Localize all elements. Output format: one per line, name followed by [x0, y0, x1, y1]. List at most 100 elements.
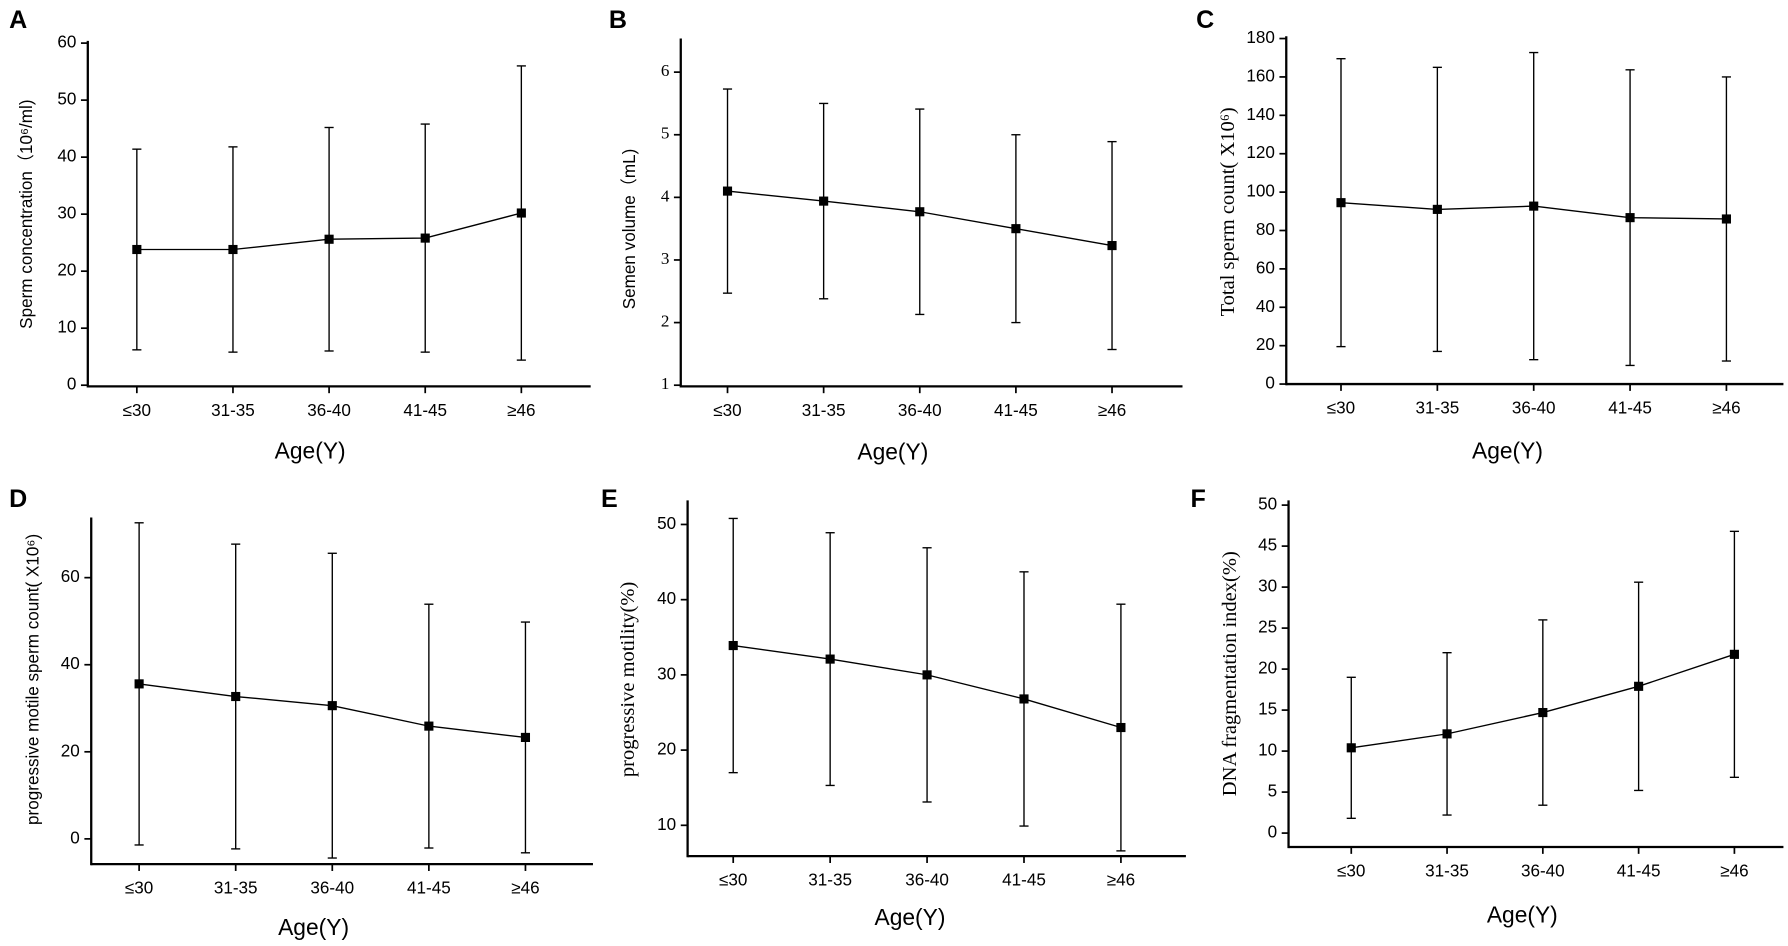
y-tick-label: 5 — [661, 124, 670, 143]
y-tick-label: 0 — [1268, 823, 1278, 842]
panel-letter: B — [609, 6, 627, 34]
y-tick-label: 50 — [1258, 495, 1277, 514]
x-tick-label: 36-40 — [905, 871, 949, 890]
y-tick-label: 120 — [1246, 143, 1275, 162]
marker — [1729, 649, 1739, 659]
y-axis-label: progressive motility(%) — [617, 582, 639, 777]
marker — [228, 244, 238, 255]
x-tick-label: 36-40 — [898, 401, 942, 420]
x-tick-label: ≥46 — [1712, 399, 1740, 418]
marker — [1529, 201, 1539, 211]
y-tick-label: 10 — [657, 815, 676, 834]
y-tick-label: 180 — [1246, 28, 1275, 47]
y-tick-label: 20 — [657, 740, 676, 759]
y-tick-label: 30 — [657, 664, 676, 683]
y-axis-label: progressive motile sperm count( X10⁶) — [24, 534, 43, 825]
x-tick-label: 31-35 — [1415, 399, 1459, 418]
x-tick-label: ≤30 — [125, 879, 153, 898]
y-tick-label: 20 — [1256, 335, 1275, 354]
marker — [1011, 224, 1021, 234]
y-tick-label: 10 — [57, 318, 76, 337]
marker — [324, 234, 334, 244]
y-tick-label: 40 — [1256, 297, 1275, 316]
y-tick-label: 30 — [57, 204, 76, 223]
x-tick-label: ≥46 — [507, 401, 535, 420]
y-tick-label: 6 — [661, 61, 670, 80]
marker — [1442, 729, 1452, 739]
x-axis-label: Age(Y) — [874, 904, 945, 930]
marker — [722, 186, 733, 196]
y-tick-label: 25 — [1258, 618, 1277, 637]
x-axis-label: Age(Y) — [275, 437, 346, 463]
y-tick-label: 50 — [57, 90, 76, 109]
x-tick-label: 41-45 — [1617, 862, 1661, 881]
y-tick-label: 15 — [1258, 700, 1277, 719]
x-tick-label: 31-35 — [1425, 862, 1469, 881]
marker — [1538, 707, 1548, 718]
x-tick-label: ≥46 — [1107, 871, 1135, 890]
marker — [516, 208, 526, 218]
x-axis-label: Age(Y) — [278, 914, 349, 940]
marker — [1721, 214, 1731, 224]
x-tick-label: 31-35 — [808, 871, 852, 890]
y-tick-label: 100 — [1246, 182, 1275, 201]
x-axis-label: Age(Y) — [857, 439, 928, 465]
y-axis-label: Sperm concentration（10⁶/ml) — [17, 99, 36, 328]
y-tick-label: 20 — [61, 741, 80, 760]
y-tick-label: 0 — [1265, 374, 1275, 393]
panel-letter: F — [1190, 485, 1205, 513]
marker — [1019, 694, 1029, 704]
marker — [1336, 198, 1346, 208]
y-tick-label: 20 — [1258, 659, 1277, 678]
x-tick-label: ≤30 — [1337, 862, 1365, 881]
marker — [134, 679, 144, 689]
marker — [1116, 722, 1126, 733]
x-axis-label: Age(Y) — [1472, 437, 1543, 463]
y-tick-label: 0 — [67, 375, 77, 394]
x-tick-label: 36-40 — [310, 879, 354, 898]
y-tick-label: 60 — [1256, 258, 1275, 277]
x-tick-label: ≤30 — [713, 401, 741, 420]
x-tick-label: ≤30 — [123, 401, 151, 420]
marker — [424, 721, 434, 731]
y-tick-label: 20 — [57, 261, 76, 280]
y-tick-label: 5 — [1268, 782, 1278, 801]
y-tick-label: 30 — [1258, 577, 1277, 596]
marker — [922, 670, 932, 680]
marker — [327, 701, 337, 711]
x-tick-label: 41-45 — [403, 401, 447, 420]
marker — [825, 654, 835, 664]
y-tick-label: 40 — [657, 589, 676, 608]
x-tick-label: 36-40 — [1512, 399, 1556, 418]
x-tick-label: ≤30 — [719, 871, 747, 890]
x-tick-label: 41-45 — [1608, 399, 1652, 418]
y-tick-label: 45 — [1258, 536, 1277, 555]
y-tick-label: 60 — [61, 567, 80, 586]
marker — [520, 732, 531, 742]
marker — [1634, 681, 1644, 691]
y-tick-label: 1 — [661, 374, 670, 393]
x-axis-label: Age(Y) — [1487, 902, 1558, 928]
marker — [1432, 204, 1442, 214]
x-tick-label: ≥46 — [1098, 401, 1126, 420]
marker — [420, 233, 430, 243]
x-tick-label: ≥46 — [1720, 862, 1748, 881]
marker — [915, 207, 925, 217]
x-tick-label: 36-40 — [307, 401, 351, 420]
marker — [231, 691, 241, 702]
panel-letter: E — [601, 485, 618, 513]
y-axis-label: Total sperm count( X10⁶) — [1217, 107, 1239, 316]
y-tick-label: 2 — [661, 312, 670, 331]
marker — [819, 196, 829, 206]
y-axis-label: Semen volume（mL) — [620, 149, 639, 310]
y-tick-label: 0 — [70, 828, 80, 847]
panel-letter: D — [9, 485, 27, 513]
x-tick-label: ≤30 — [1327, 399, 1355, 418]
x-tick-label: 36-40 — [1521, 862, 1565, 881]
y-tick-label: 160 — [1246, 66, 1275, 85]
x-tick-label: 41-45 — [1002, 871, 1046, 890]
y-tick-label: 60 — [57, 33, 76, 52]
y-tick-label: 50 — [657, 514, 676, 533]
y-tick-label: 3 — [661, 249, 670, 268]
